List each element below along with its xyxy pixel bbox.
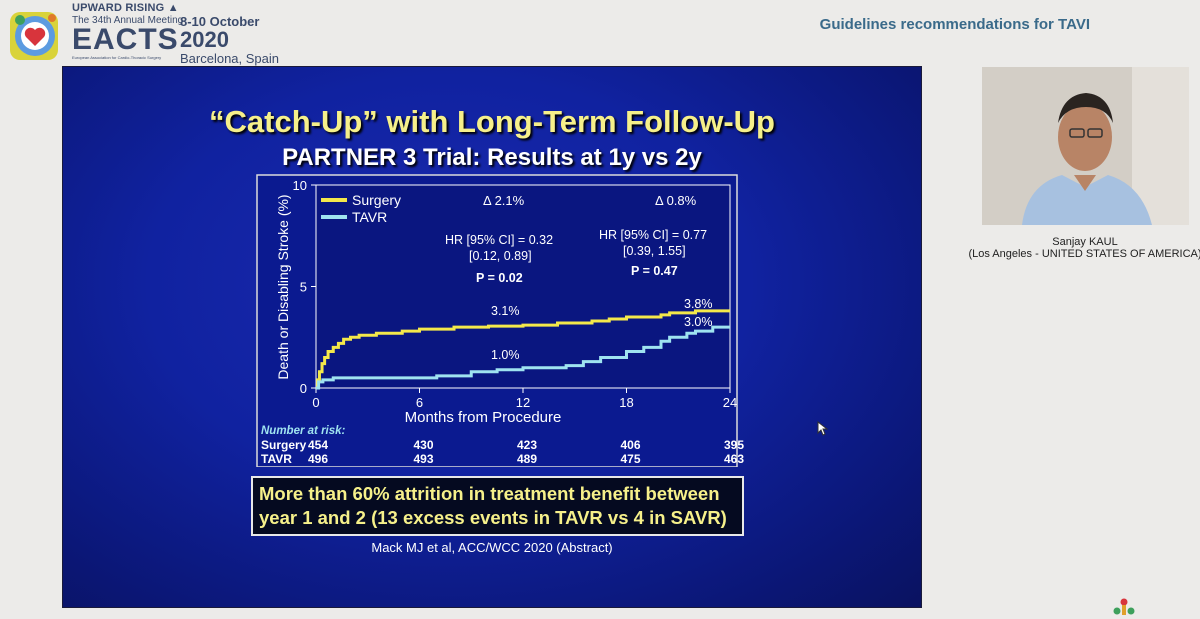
- speaker-video-frame: [982, 67, 1189, 225]
- eacts-heart-logo-icon: [10, 12, 58, 60]
- org-full-name: European Association for Cardio-Thoracic…: [72, 55, 162, 60]
- y-axis-label: Death or Disabling Stroke (%): [275, 194, 291, 379]
- hr-2y-line1: HR [95% CI] = 0.77: [599, 228, 707, 242]
- event-dates: 8-10 October: [180, 14, 260, 29]
- series-line-tavr: [316, 325, 730, 390]
- legend-label-surgery: Surgery: [352, 192, 401, 208]
- y-tick-label: 5: [300, 280, 307, 295]
- slide-title: “Catch-Up” with Long-Term Follow-Up: [209, 104, 775, 139]
- session-title: Guidelines recommendations for TAVI: [819, 16, 1090, 33]
- x-tick-label: 12: [516, 395, 530, 410]
- hr-1y-line2: [0.12, 0.89]: [469, 249, 532, 263]
- slide-subtitle: PARTNER 3 Trial: Results at 1y vs 2y: [282, 144, 702, 171]
- risk-cell: 430: [414, 438, 434, 452]
- x-tick-label: 0: [312, 395, 319, 410]
- risk-cell: 496: [308, 452, 328, 466]
- citation: Mack MJ et al, ACC/WCC 2020 (Abstract): [371, 540, 613, 555]
- chart-legend: Surgery TAVR: [321, 192, 401, 225]
- risk-cell: 454: [308, 438, 328, 452]
- legend-label-tavr: TAVR: [352, 209, 387, 225]
- x-tick-label: 6: [416, 395, 423, 410]
- x-tick-label: 18: [619, 395, 633, 410]
- risk-cell: 463: [724, 452, 744, 466]
- delta-1y-label: Δ 2.1%: [483, 193, 525, 208]
- surgery-2y-value: 3.8%: [684, 297, 713, 311]
- x-axis-label: Months from Procedure: [405, 409, 562, 426]
- risk-table-title: Number at risk:: [261, 425, 346, 437]
- eacts-brand: UPWARD RISING ▲ The 34th Annual Meeting …: [72, 2, 183, 60]
- kaplan-meier-chart: 0 6 12 18 24 0 5 10 Surgery TAVR Δ 2.1% Δ 0.8% …: [256, 174, 744, 467]
- p-1y-label: P = 0.02: [476, 271, 523, 285]
- risk-table: Surgery 454 430 423 406 395 TAVR 496 493 489 475 46…: [261, 438, 744, 466]
- surgery-1y-value: 3.1%: [491, 304, 520, 318]
- speaker-location: (Los Angeles - UNITED STATES OF AMERICA): [968, 248, 1200, 260]
- tagline: UPWARD RISING ▲: [72, 2, 179, 14]
- tavr-1y-value: 1.0%: [491, 348, 520, 362]
- org-acronym: EACTS: [72, 23, 179, 56]
- speaker-name: Sanjay KAUL: [1052, 236, 1118, 248]
- tavr-2y-value: 3.0%: [684, 315, 713, 329]
- risk-cell: 475: [621, 452, 641, 466]
- event-year: 2020: [180, 27, 229, 52]
- risk-cell: 395: [724, 438, 744, 452]
- chart-annotations: Δ 2.1% Δ 0.8% HR [95% CI] = 0.32 [0.12, …: [445, 193, 713, 362]
- presentation-slide: “Catch-Up” with Long-Term Follow-Up PART…: [63, 67, 921, 607]
- corner-logo-icon: [1113, 598, 1135, 615]
- speaker-video[interactable]: [982, 67, 1189, 225]
- risk-cell: 423: [517, 438, 537, 452]
- risk-row-label: Surgery: [261, 438, 307, 452]
- event-info: 8-10 October 2020 Barcelona, Spain: [180, 14, 279, 66]
- y-tick-label: 0: [300, 381, 307, 396]
- event-city: Barcelona, Spain: [180, 51, 280, 66]
- risk-cell: 406: [621, 438, 641, 452]
- p-2y-label: P = 0.47: [631, 264, 678, 278]
- risk-cell: 489: [517, 452, 537, 466]
- key-takeaway-box: More than 60% attrition in treatment ben…: [251, 476, 744, 536]
- risk-row-label: TAVR: [261, 452, 292, 466]
- delta-2y-label: Δ 0.8%: [655, 193, 697, 208]
- key-takeaway-text: More than 60% attrition in treatment ben…: [259, 483, 727, 528]
- meeting-name: The 34th Annual Meeting: [72, 15, 184, 26]
- plot-area: [315, 184, 731, 389]
- hr-1y-line1: HR [95% CI] = 0.32: [445, 233, 553, 247]
- x-tick-label: 24: [723, 395, 737, 410]
- risk-cell: 493: [414, 452, 434, 466]
- mouse-cursor-icon: [817, 421, 829, 436]
- hr-2y-line2: [0.39, 1.55]: [623, 244, 686, 258]
- series-line-surgery: [316, 309, 730, 390]
- conference-header: UPWARD RISING ▲ The 34th Annual Meeting …: [0, 0, 1200, 70]
- y-tick-label: 10: [293, 178, 307, 193]
